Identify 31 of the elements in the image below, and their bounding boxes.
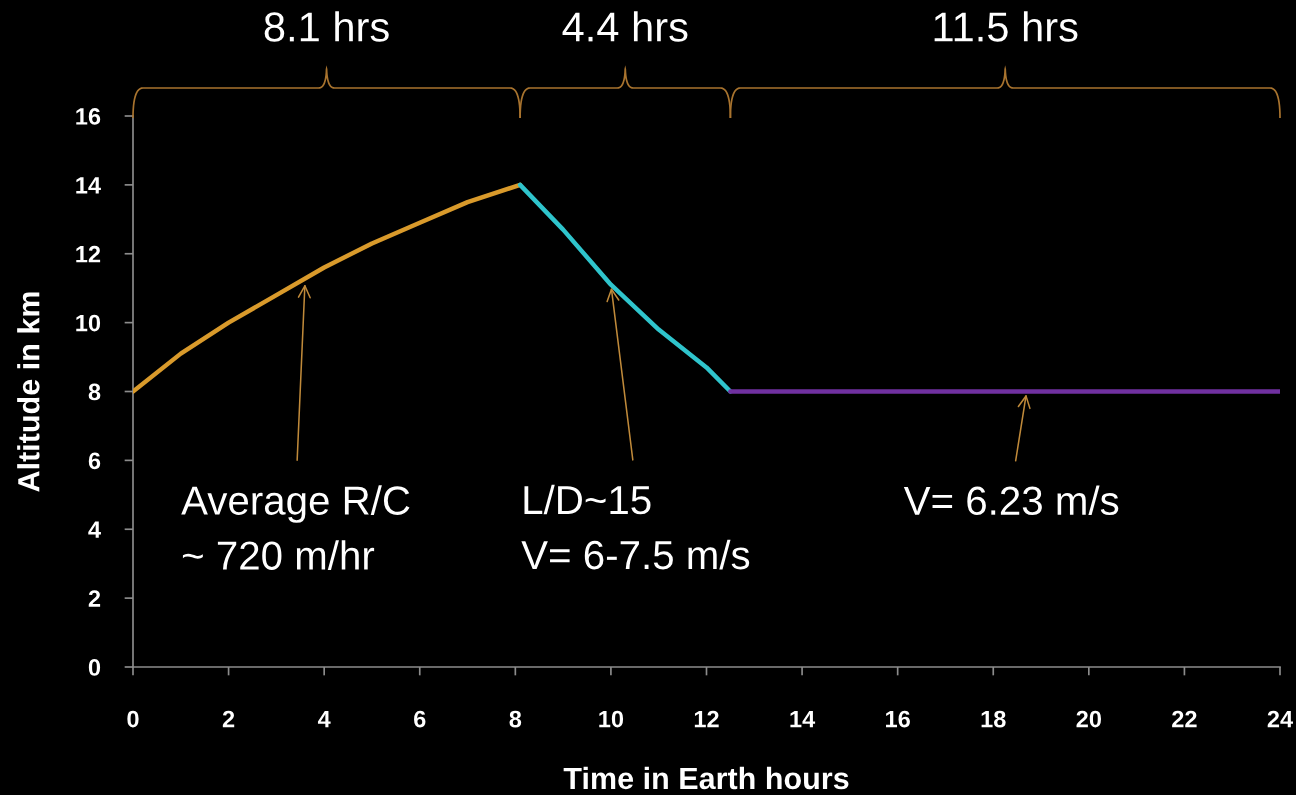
x-tick-label: 12 xyxy=(694,710,719,728)
y-tick-label: 14 xyxy=(76,177,101,194)
x-tick-label: 8 xyxy=(509,710,522,728)
y-tick-label: 6 xyxy=(88,452,101,470)
x-tick-label: 18 xyxy=(981,710,1006,728)
y-tick-label: 4 xyxy=(88,521,101,538)
x-tick-label: 20 xyxy=(1076,710,1101,728)
x-tick-label: 16 xyxy=(886,710,910,728)
x-tick-label: 22 xyxy=(1172,710,1197,728)
annotation: L/D~15 V= 6-7.5 m/s xyxy=(521,484,750,570)
y-tick-label: 10 xyxy=(76,314,101,332)
y-tick-label: 2 xyxy=(88,590,101,607)
x-tick-label: 10 xyxy=(599,710,624,728)
y-tick-label: 16 xyxy=(76,108,101,125)
x-tick-label: 4 xyxy=(317,710,331,728)
line-series xyxy=(517,182,733,394)
x-tick-label: 24 xyxy=(1267,710,1294,728)
text: 8.1 hrs xyxy=(264,11,389,42)
x-tick-label: 0 xyxy=(127,710,139,728)
y-tick-label: 0 xyxy=(88,659,101,676)
y-tick-label: 12 xyxy=(76,245,101,263)
text: 11.5 hrs xyxy=(934,11,1078,42)
y-axis-title: Altitude in km xyxy=(17,292,40,492)
x-tick-label: 14 xyxy=(790,710,816,728)
annotation: Average R/C ~ 720 m/hr xyxy=(181,485,410,570)
y-tick-label: 8 xyxy=(88,383,101,401)
x-tick-label: 2 xyxy=(222,710,235,728)
annotation: V= 6.23 m/s xyxy=(903,485,1119,516)
text: 4.4 hrs xyxy=(562,11,688,42)
x-axis-title: Time in Earth hours xyxy=(563,766,849,790)
x-tick-label: 6 xyxy=(414,710,426,728)
